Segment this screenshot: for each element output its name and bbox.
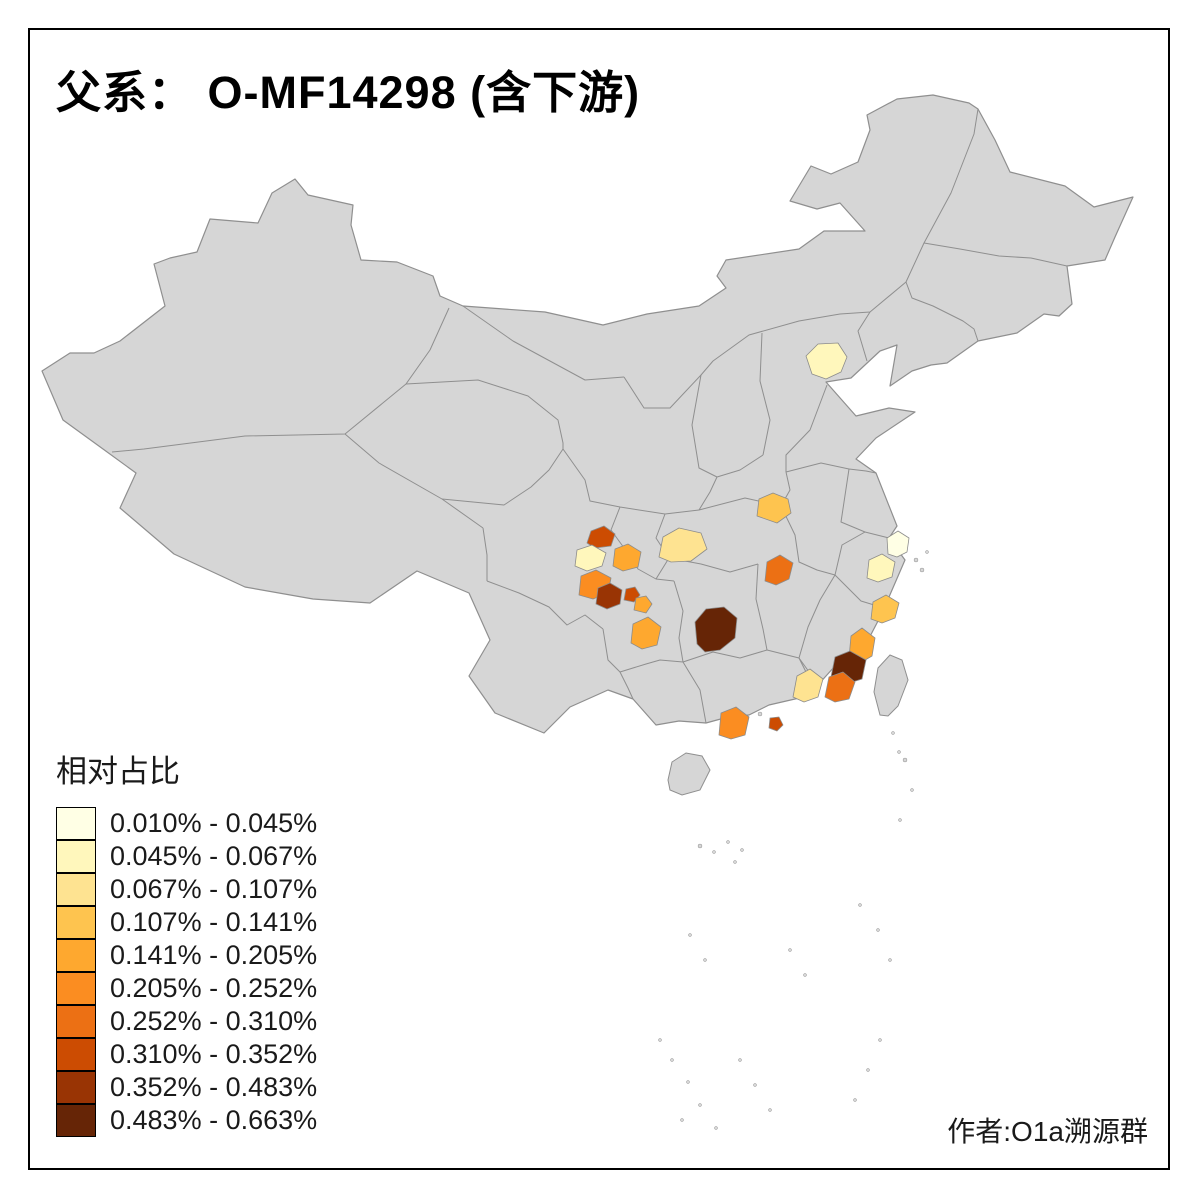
legend-color-swatch: [56, 840, 96, 873]
highlighted-region: [658, 527, 708, 563]
legend-label: 0.252% - 0.310%: [110, 1006, 318, 1036]
legend-item: 0.205% - 0.252%: [56, 972, 317, 1005]
legend-label: 0.483% - 0.663%: [110, 1105, 318, 1135]
legend-color-swatch: [56, 1038, 96, 1071]
legend-color-swatch: [56, 906, 96, 939]
legend-label: 0.310% - 0.352%: [110, 1039, 318, 1069]
highlighted-region: [718, 706, 750, 740]
legend-color-swatch: [56, 1104, 96, 1137]
legend-item: 0.067% - 0.107%: [56, 873, 317, 906]
legend-item: 0.045% - 0.067%: [56, 840, 317, 873]
highlighted-region: [764, 554, 794, 586]
legend-color-swatch: [56, 873, 96, 906]
legend-title: 相对占比: [56, 754, 180, 789]
map-title: 父系： O-MF14298 (含下游): [56, 67, 641, 118]
legend: 相对占比 0.010% - 0.045% 0.045% - 0.067% 0.0…: [56, 746, 317, 1137]
legend-item: 0.252% - 0.310%: [56, 1005, 317, 1038]
highlighted-region: [824, 671, 856, 703]
highlighted-region: [595, 582, 623, 610]
highlighted-region: [630, 616, 662, 650]
legend-item: 0.310% - 0.352%: [56, 1038, 317, 1071]
legend-color-swatch: [56, 1071, 96, 1104]
china-mainland-shape: [41, 94, 1134, 734]
sea-islands: [658, 550, 929, 1130]
highlighted-regions: [574, 342, 910, 740]
highlighted-region: [886, 530, 910, 558]
legend-color-swatch: [56, 807, 96, 840]
highlighted-region: [805, 342, 848, 380]
legend-item: 0.352% - 0.483%: [56, 1071, 317, 1104]
hainan-island-shape: [667, 752, 711, 796]
highlighted-region: [574, 544, 607, 572]
legend-label: 0.045% - 0.067%: [110, 841, 318, 871]
highlighted-region: [612, 543, 642, 572]
legend-color-swatch: [56, 1005, 96, 1038]
highlighted-region: [756, 492, 792, 524]
highlighted-region: [768, 716, 784, 732]
highlighted-region: [633, 595, 653, 614]
highlighted-region: [694, 606, 738, 653]
province-borders: [111, 108, 1068, 724]
legend-label: 0.067% - 0.107%: [110, 874, 318, 904]
legend-item: 0.107% - 0.141%: [56, 906, 317, 939]
legend-item: 0.483% - 0.663%: [56, 1104, 317, 1137]
highlighted-region: [866, 553, 896, 583]
legend-label: 0.141% - 0.205%: [110, 940, 318, 970]
legend-color-swatch: [56, 972, 96, 1005]
legend-label: 0.352% - 0.483%: [110, 1072, 318, 1102]
taiwan-island-shape: [873, 654, 909, 717]
attribution: 作者:O1a溯源群: [947, 1116, 1148, 1147]
legend-label: 0.010% - 0.045%: [110, 808, 318, 838]
highlighted-region: [792, 668, 824, 703]
legend-label: 0.107% - 0.141%: [110, 907, 318, 937]
legend-color-swatch: [56, 939, 96, 972]
legend-item: 0.141% - 0.205%: [56, 939, 317, 972]
legend-item: 0.010% - 0.045%: [56, 807, 317, 840]
legend-label: 0.205% - 0.252%: [110, 973, 318, 1003]
highlighted-region: [870, 594, 900, 624]
